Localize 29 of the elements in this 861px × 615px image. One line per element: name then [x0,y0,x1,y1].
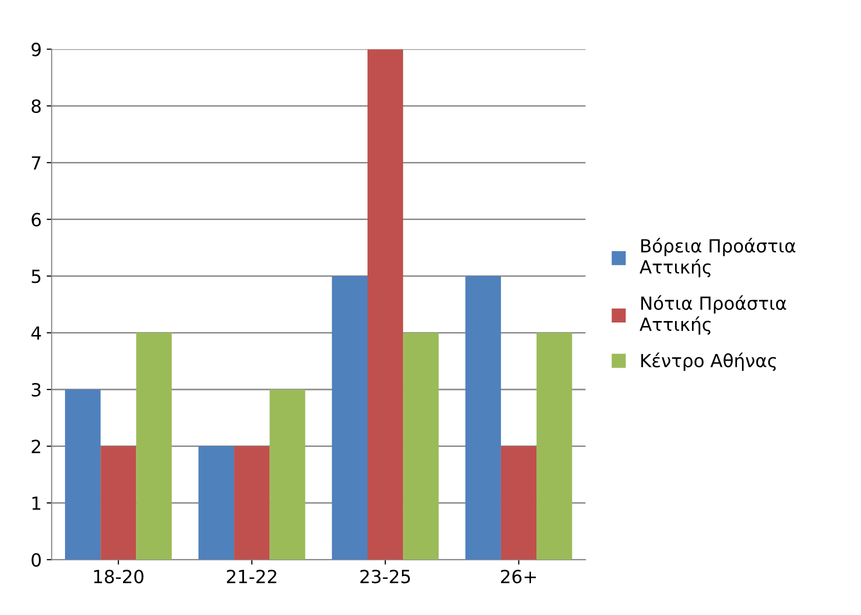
legend-label: Νότια Προάστια Αττικής [640,295,786,335]
x-tick-label: 23-25 [360,570,410,584]
bar [332,276,368,560]
x-tick-label: 26+ [501,570,536,584]
legend-label: Κέντρο Αθήνας [641,352,776,371]
x-tick-label: 21-22 [226,570,276,584]
y-tick-label: 7 [32,156,40,170]
bar [100,446,136,560]
bar [136,332,172,560]
y-tick-label: 2 [32,440,40,454]
x-tick-label: 18-20 [94,570,144,584]
y-tick-label: 6 [32,212,41,226]
y-tick-label: 0 [32,553,41,567]
bar [270,390,306,560]
bar [536,332,572,560]
bar [465,276,501,560]
bar [65,390,101,560]
y-tick-label: 1 [32,496,40,510]
y-tick-label: 8 [32,99,41,114]
y-tick-label: 5 [32,270,40,284]
bar [198,446,234,560]
y-tick-label: 3 [32,382,40,397]
y-tick-label: 9 [32,42,41,56]
bar [234,446,270,560]
bar [368,49,404,560]
bar [403,332,439,560]
y-tick-label: 4 [31,326,41,340]
bar [500,446,537,560]
legend-label: Βόρεια Προάστια Αττικής [640,238,796,278]
